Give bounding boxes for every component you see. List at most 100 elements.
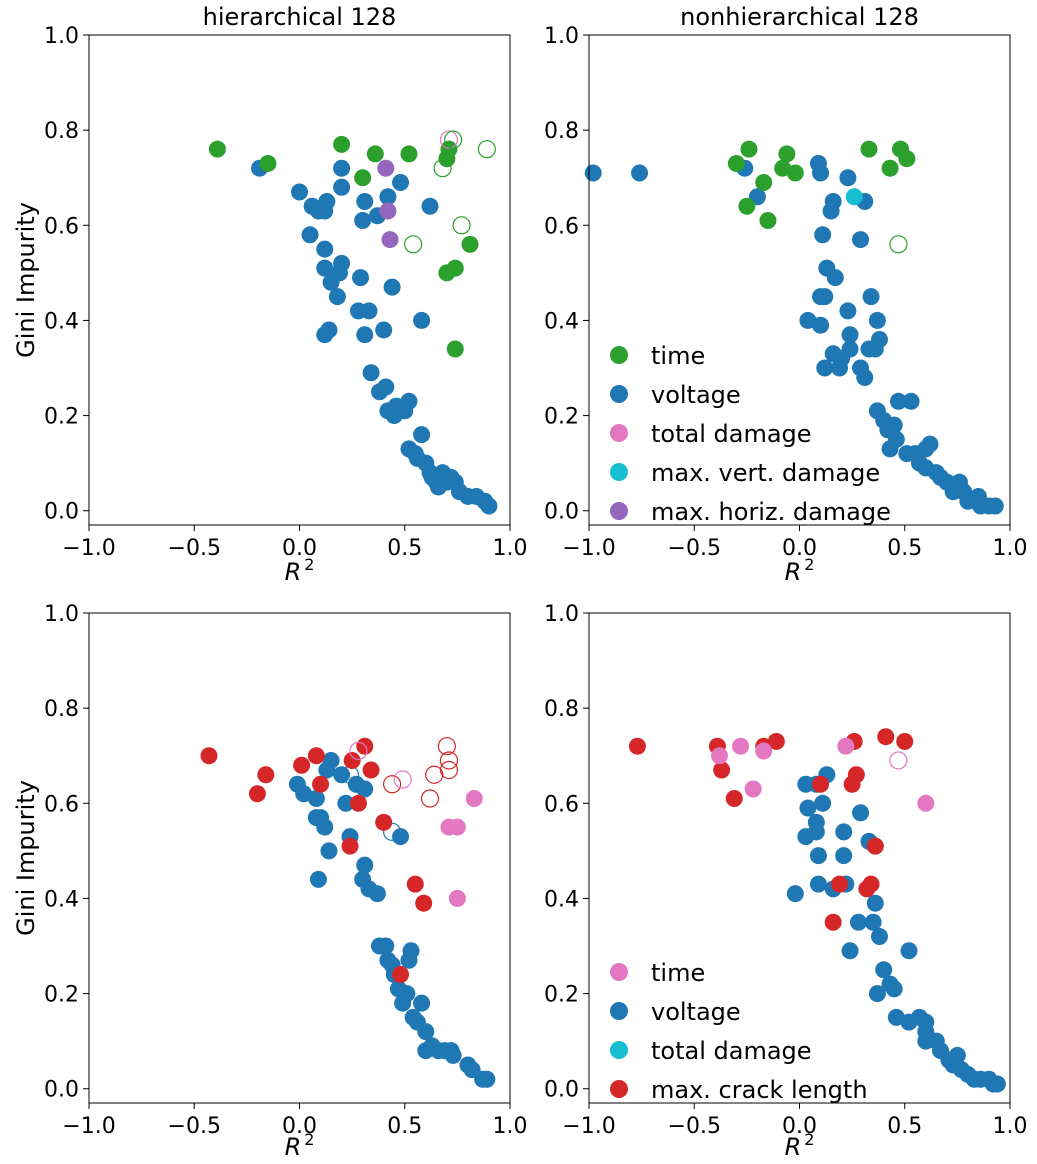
scatter-point	[986, 497, 1004, 515]
scatter-point	[333, 178, 351, 196]
scatter-point	[356, 326, 374, 344]
scatter-point	[948, 1046, 966, 1064]
y-tick-label: 0.4	[544, 887, 579, 912]
scatter-point	[866, 837, 884, 855]
scatter-point	[988, 1075, 1006, 1093]
legend-label: max. horiz. damage	[651, 498, 891, 526]
scatter-point	[866, 894, 884, 912]
scatter-point	[921, 435, 939, 453]
scatter-point	[343, 751, 361, 769]
scatter-point	[368, 885, 386, 903]
scatter-point	[316, 202, 334, 220]
scatter-point	[812, 775, 830, 793]
scatter-point	[860, 140, 878, 158]
scatter-point	[293, 756, 311, 774]
data-points	[584, 140, 1004, 515]
y-tick-label: 0.8	[44, 119, 79, 144]
y-tick-label: 0.0	[544, 500, 579, 525]
scatter-point	[415, 894, 433, 912]
scatter-point	[446, 340, 464, 358]
scatter-point	[852, 804, 870, 822]
x-tick-label: −0.5	[168, 536, 221, 561]
y-tick-label: 1.0	[544, 602, 579, 627]
scatter-point	[839, 169, 857, 187]
scatter-point	[778, 145, 796, 163]
scatter-point	[910, 454, 928, 472]
scatter-point	[809, 847, 827, 865]
scatter-point	[452, 216, 471, 235]
scatter-point	[814, 226, 832, 244]
scatter-point	[732, 737, 750, 755]
scatter-point	[816, 359, 834, 377]
scatter-point	[208, 140, 226, 158]
scatter-point	[786, 164, 804, 182]
legend-label: total damage	[651, 420, 812, 448]
scatter-point	[307, 809, 325, 827]
scatter-point	[379, 202, 397, 220]
scatter-point	[383, 775, 402, 794]
scatter-point	[824, 345, 842, 363]
scatter-point	[841, 326, 859, 344]
scatter-point	[744, 780, 762, 798]
scatter-point	[711, 747, 729, 765]
scatter-point	[843, 775, 861, 793]
scatter-point	[400, 145, 418, 163]
y-tick-label: 0.8	[544, 697, 579, 722]
scatter-point	[852, 231, 870, 249]
scatter-point	[448, 889, 466, 907]
scatter-point	[341, 837, 359, 855]
scatter-point	[404, 235, 423, 254]
plot-frame	[588, 612, 1011, 1104]
legend-label: voltage	[651, 381, 741, 409]
y-tick-label: 0.4	[44, 309, 79, 334]
scatter-point	[356, 856, 374, 874]
scatter-point	[400, 392, 418, 410]
scatter-point	[584, 164, 602, 182]
scatter-point	[478, 1070, 496, 1088]
scatter-point	[377, 937, 395, 955]
y-tick-label: 1.0	[544, 24, 579, 49]
scatter-point	[885, 980, 903, 998]
legend-marker	[610, 502, 628, 520]
legend-label: total damage	[651, 1037, 812, 1065]
legend-label: max. vert. damage	[651, 459, 880, 487]
scatter-point	[900, 942, 918, 960]
scatter-point	[200, 747, 218, 765]
scatter-point	[402, 942, 420, 960]
scatter-point	[446, 259, 464, 277]
x-tick-label: −0.5	[668, 536, 721, 561]
panel-title: nonhierarchical 128	[680, 3, 919, 31]
legend-label: max. crack length	[651, 1076, 868, 1104]
scatter-point	[841, 942, 859, 960]
y-tick-label: 0.6	[544, 214, 579, 239]
scatter-point	[860, 340, 878, 358]
legend-marker	[610, 1002, 628, 1020]
scatter-point	[433, 159, 452, 178]
scatter-point	[309, 870, 327, 888]
y-axis-label: Gini Impurity	[12, 202, 40, 358]
scatter-point	[480, 497, 498, 515]
x-tick-label: 0.0	[782, 536, 817, 561]
legend-marker	[610, 424, 628, 442]
scatter-point	[849, 913, 867, 931]
y-tick-label: 0.2	[44, 983, 79, 1008]
x-tick-label: −1.0	[562, 1114, 615, 1139]
scatter-point	[822, 202, 840, 220]
scatter-point	[738, 197, 756, 215]
data-points	[628, 728, 1006, 1093]
scatter-point	[316, 240, 334, 258]
x-tick-label: 1.0	[493, 1114, 528, 1139]
legend-marker	[610, 963, 628, 981]
legend-marker	[610, 1080, 628, 1098]
scatter-point	[444, 1046, 462, 1064]
y-tick-label: 1.0	[44, 602, 79, 627]
x-tick-label: 0.0	[782, 1114, 817, 1139]
legend-marker	[610, 346, 628, 364]
legend-label: time	[651, 959, 705, 987]
y-tick-label: 0.4	[544, 309, 579, 334]
scatter-point	[870, 927, 888, 945]
